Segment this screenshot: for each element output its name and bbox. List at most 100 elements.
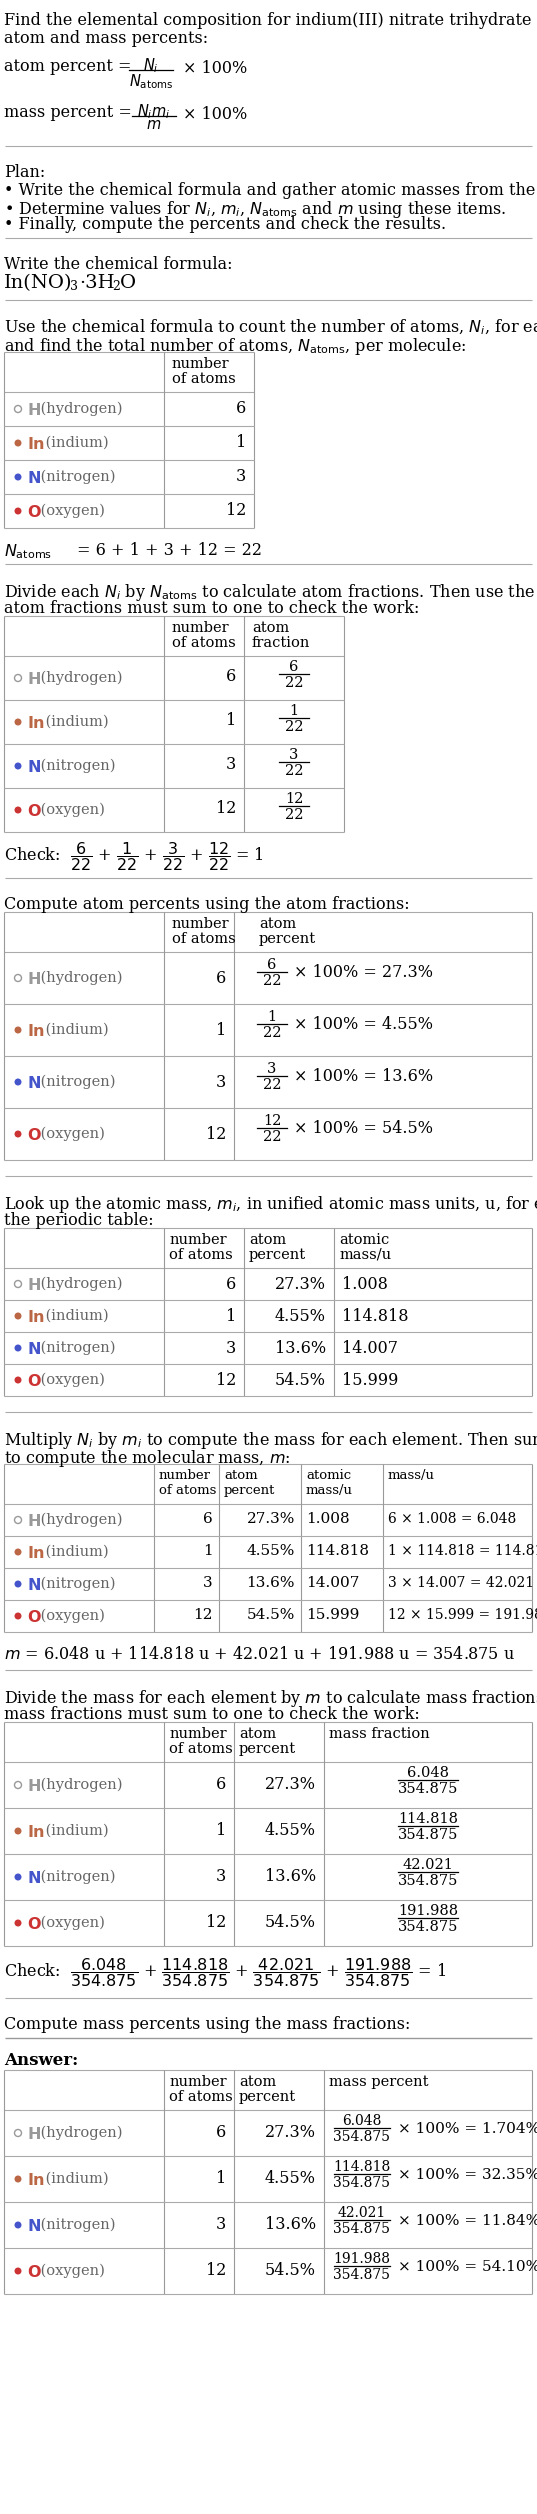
Text: 3: 3 (226, 1340, 236, 1358)
Text: (hydrogen): (hydrogen) (36, 402, 122, 417)
Text: (nitrogen): (nitrogen) (36, 759, 115, 774)
Text: percent: percent (259, 933, 316, 945)
Text: (nitrogen): (nitrogen) (36, 1576, 115, 1591)
Text: Compute mass percents using the mass fractions:: Compute mass percents using the mass fra… (4, 2016, 410, 2034)
Text: $N_\mathrm{atoms}$: $N_\mathrm{atoms}$ (4, 543, 52, 561)
Text: $\mathbf{H}$: $\mathbf{H}$ (27, 671, 41, 689)
Text: (oxygen): (oxygen) (36, 1373, 105, 1388)
Text: $\mathbf{N}$: $\mathbf{N}$ (27, 759, 41, 777)
Text: 54.5%: 54.5% (246, 1609, 295, 1622)
Text: 6: 6 (216, 2124, 226, 2142)
Text: (nitrogen): (nitrogen) (36, 470, 115, 485)
Circle shape (14, 1312, 21, 1320)
Text: percent: percent (239, 2089, 296, 2104)
Text: 22: 22 (263, 1026, 281, 1041)
Circle shape (14, 440, 21, 447)
Text: × 100%: × 100% (183, 60, 247, 78)
Text: of atoms: of atoms (159, 1483, 216, 1496)
Text: (indium): (indium) (41, 1546, 108, 1559)
Text: $\mathbf{O}$: $\mathbf{O}$ (27, 1916, 42, 1933)
Text: $\mathbf{N}$: $\mathbf{N}$ (27, 1870, 41, 1888)
Text: (nitrogen): (nitrogen) (36, 1340, 115, 1355)
Text: atom and mass percents:: atom and mass percents: (4, 30, 208, 48)
Text: × 100% = 54.10%: × 100% = 54.10% (398, 2260, 537, 2275)
Text: $\mathbf{N}$: $\mathbf{N}$ (27, 470, 41, 488)
Text: 1.008: 1.008 (306, 1511, 350, 1526)
Text: • Finally, compute the percents and check the results.: • Finally, compute the percents and chec… (4, 216, 446, 234)
Text: 13.6%: 13.6% (246, 1576, 295, 1589)
Text: 6: 6 (267, 958, 277, 973)
Text: $\mathbf{H}$: $\mathbf{H}$ (27, 970, 41, 988)
Circle shape (14, 807, 21, 815)
Text: atom fractions must sum to one to check the work:: atom fractions must sum to one to check … (4, 601, 419, 616)
Text: 2: 2 (112, 279, 120, 294)
Text: $\mathbf{H}$: $\mathbf{H}$ (27, 402, 41, 420)
Text: $N_i m_i$: $N_i m_i$ (137, 103, 171, 121)
Text: $N_i$: $N_i$ (143, 55, 159, 75)
Text: 13.6%: 13.6% (265, 1868, 316, 1886)
Text: 4.55%: 4.55% (246, 1544, 295, 1559)
Text: percent: percent (239, 1742, 296, 1755)
Text: In(NO): In(NO) (4, 274, 72, 292)
Text: Look up the atomic mass, $m_i$, in unified atomic mass units, u, for each elemen: Look up the atomic mass, $m_i$, in unifi… (4, 1194, 537, 1214)
Text: Compute atom percents using the atom fractions:: Compute atom percents using the atom fra… (4, 895, 410, 913)
Text: number: number (169, 2074, 227, 2089)
Text: percent: percent (249, 1247, 306, 1262)
Text: 4.55%: 4.55% (265, 2170, 316, 2187)
Text: atom percent =: atom percent = (4, 58, 136, 75)
Text: 3: 3 (216, 2215, 226, 2232)
Circle shape (14, 1079, 21, 1086)
Text: $\mathbf{In}$: $\mathbf{In}$ (27, 435, 45, 453)
Text: Find the elemental composition for indium(III) nitrate trihydrate in terms of th: Find the elemental composition for indiu… (4, 13, 537, 30)
Circle shape (14, 719, 21, 727)
Circle shape (14, 508, 21, 515)
Text: 27.3%: 27.3% (265, 2124, 316, 2142)
Text: $\mathbf{In}$: $\mathbf{In}$ (27, 714, 45, 732)
Text: 27.3%: 27.3% (246, 1511, 295, 1526)
Text: = 6 + 1 + 3 + 12 = 22: = 6 + 1 + 3 + 12 = 22 (77, 543, 262, 558)
Text: O: O (120, 274, 136, 292)
Text: 12 × 15.999 = 191.988: 12 × 15.999 = 191.988 (388, 1609, 537, 1622)
Text: $\mathbf{H}$: $\mathbf{H}$ (27, 1277, 41, 1295)
Text: $\mathbf{O}$: $\mathbf{O}$ (27, 2265, 42, 2280)
Text: 54.5%: 54.5% (275, 1373, 326, 1390)
Text: × 100% = 27.3%: × 100% = 27.3% (294, 963, 433, 980)
Text: 3: 3 (267, 1061, 277, 1076)
Text: (oxygen): (oxygen) (36, 2265, 105, 2278)
Text: mass fractions must sum to one to check the work:: mass fractions must sum to one to check … (4, 1707, 420, 1722)
Text: atom: atom (252, 621, 289, 636)
Text: 6.048: 6.048 (407, 1765, 449, 1780)
Text: $m$ = 6.048 u + 114.818 u + 42.021 u + 191.988 u = 354.875 u: $m$ = 6.048 u + 114.818 u + 42.021 u + 1… (4, 1647, 515, 1662)
Text: atom: atom (239, 1727, 276, 1742)
Text: 14.007: 14.007 (342, 1340, 398, 1358)
Text: 12: 12 (226, 503, 246, 518)
Text: 191.988: 191.988 (398, 1903, 458, 1918)
Text: to compute the molecular mass, $m$:: to compute the molecular mass, $m$: (4, 1448, 291, 1468)
Text: 12: 12 (206, 2263, 226, 2280)
Text: (oxygen): (oxygen) (36, 503, 105, 518)
Text: 12: 12 (285, 792, 303, 807)
Text: $m$: $m$ (147, 118, 162, 133)
Text: ·3H: ·3H (79, 274, 114, 292)
Text: 12: 12 (206, 1913, 226, 1931)
Text: 1.008: 1.008 (342, 1277, 388, 1292)
Text: 354.875: 354.875 (333, 2177, 390, 2190)
Text: atom: atom (239, 2074, 276, 2089)
Text: × 100% = 54.5%: × 100% = 54.5% (294, 1121, 433, 1136)
Text: Divide the mass for each element by $m$ to calculate mass fractions. Then use th: Divide the mass for each element by $m$ … (4, 1687, 537, 1710)
Text: $\mathbf{H}$: $\mathbf{H}$ (27, 1513, 41, 1531)
Text: 4.55%: 4.55% (275, 1307, 326, 1325)
Text: 6: 6 (289, 661, 299, 674)
Text: 6.048: 6.048 (342, 2114, 382, 2127)
Text: 3: 3 (70, 279, 78, 294)
Text: 3: 3 (289, 749, 299, 762)
Text: 22: 22 (285, 807, 303, 822)
Text: $\mathbf{O}$: $\mathbf{O}$ (27, 802, 42, 820)
Circle shape (14, 1873, 21, 1880)
Text: 3: 3 (216, 1868, 226, 1886)
Text: 12: 12 (216, 1373, 236, 1390)
Circle shape (14, 1549, 21, 1556)
Text: 114.818: 114.818 (398, 1813, 458, 1825)
Text: (nitrogen): (nitrogen) (36, 2217, 115, 2232)
Text: (hydrogen): (hydrogen) (36, 671, 122, 686)
